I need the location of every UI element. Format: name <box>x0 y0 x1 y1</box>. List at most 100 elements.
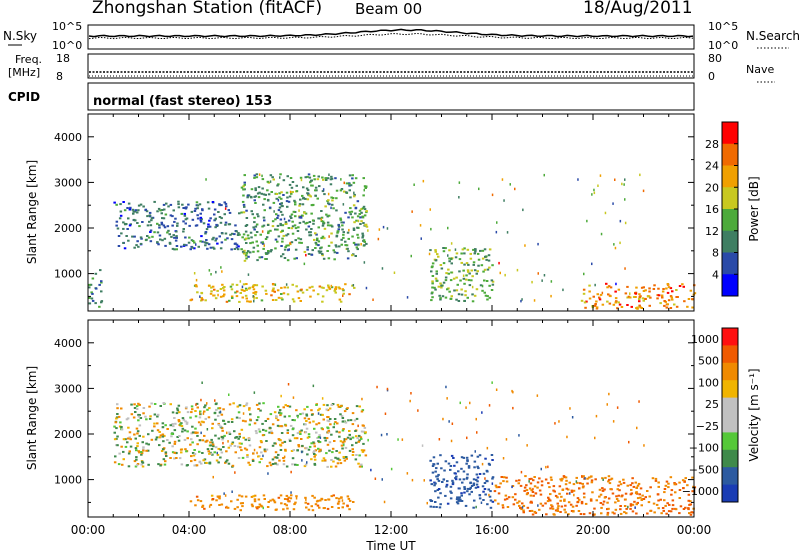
heatmap-cell <box>568 481 571 484</box>
heatmap-cell <box>141 441 144 444</box>
heatmap-cell <box>135 405 139 408</box>
heatmap-cell <box>190 460 193 463</box>
heatmap-cell <box>434 490 437 493</box>
heatmap-cell <box>199 220 203 223</box>
heatmap-cell <box>288 438 291 441</box>
heatmap-cell <box>191 441 194 444</box>
heatmap-cell <box>292 449 295 452</box>
heatmap-cell <box>247 255 250 258</box>
heatmap-cell <box>324 205 327 208</box>
heatmap-cell <box>99 269 102 272</box>
heatmap-cell <box>430 227 432 231</box>
heatmap-cell <box>163 208 166 211</box>
heatmap-cell <box>321 190 325 193</box>
heatmap-cell <box>255 432 258 435</box>
heatmap-cell <box>194 410 197 412</box>
heatmap-cell <box>575 480 578 483</box>
y-tick-label: 3000 <box>54 382 82 395</box>
heatmap-cell <box>315 423 318 426</box>
heatmap-cell <box>299 176 303 179</box>
heatmap-cell <box>363 261 366 264</box>
heatmap-cell <box>342 289 345 292</box>
heatmap-cell <box>303 408 306 411</box>
heatmap-cell <box>601 303 605 306</box>
heatmap-cell <box>390 467 393 471</box>
heatmap-cell <box>274 462 277 465</box>
heatmap-cell <box>266 465 269 468</box>
heatmap-cell <box>314 186 318 189</box>
heatmap-cell <box>448 420 450 423</box>
heatmap-cell <box>353 195 356 198</box>
heatmap-cell <box>173 457 176 460</box>
heatmap-cell <box>248 407 251 410</box>
heatmap-cell <box>268 206 272 209</box>
heatmap-cell <box>158 226 161 229</box>
heatmap-cell <box>145 210 149 213</box>
heatmap-cell <box>341 429 345 432</box>
heatmap-cell <box>280 297 283 300</box>
heatmap-cell <box>462 456 466 459</box>
heatmap-cell <box>333 251 337 254</box>
heatmap-cell <box>437 479 441 482</box>
heatmap-cell <box>134 437 137 440</box>
heatmap-cell <box>566 435 568 439</box>
heatmap-cell <box>639 295 642 298</box>
heatmap-cell <box>518 500 521 503</box>
heatmap-cell <box>606 508 609 511</box>
heatmap-cell <box>263 219 266 222</box>
heatmap-cell <box>312 441 315 444</box>
heatmap-cell <box>310 184 313 187</box>
heatmap-cell <box>282 179 286 182</box>
heatmap-cell <box>118 217 122 220</box>
heatmap-cell <box>280 191 283 194</box>
heatmap-cell <box>478 497 482 500</box>
heatmap-cell <box>458 487 461 490</box>
heatmap-cell <box>272 287 275 290</box>
heatmap-cell <box>155 436 159 439</box>
heatmap-cell <box>565 479 568 482</box>
heatmap-cell <box>361 215 364 218</box>
heatmap-cell <box>324 499 327 501</box>
heatmap-cell <box>313 496 316 499</box>
heatmap-cell <box>113 201 116 204</box>
heatmap-cell <box>242 436 245 439</box>
heatmap-cell <box>333 258 336 261</box>
heatmap-cell <box>559 478 562 481</box>
colorbar-tick-label: 500 <box>698 355 719 368</box>
heatmap-cell <box>520 470 523 474</box>
heatmap-cell <box>229 285 233 288</box>
heatmap-cell <box>665 480 669 483</box>
heatmap-cell <box>321 224 325 227</box>
heatmap-cell <box>220 436 224 438</box>
heatmap-cell <box>216 414 220 417</box>
heatmap-cell <box>332 426 335 429</box>
heatmap-cell <box>342 203 345 206</box>
heatmap-cell <box>289 241 291 245</box>
heatmap-cell <box>297 415 299 419</box>
heatmap-cell <box>619 241 621 245</box>
heatmap-cell <box>543 173 545 177</box>
heatmap-cell <box>251 286 255 288</box>
heatmap-cell <box>537 504 539 507</box>
x-tick-label: 04:00 <box>172 523 207 537</box>
heatmap-cell <box>208 219 211 222</box>
heatmap-cell <box>430 270 433 273</box>
heatmap-cell <box>582 292 586 295</box>
heatmap-cell <box>588 284 591 287</box>
heatmap-cell <box>263 209 266 212</box>
heatmap-cell <box>486 446 489 450</box>
heatmap-cell <box>330 284 333 288</box>
heatmap-cell <box>285 222 288 225</box>
heatmap-cell <box>202 459 205 462</box>
heatmap-cell <box>136 445 139 448</box>
heatmap-cell <box>659 302 662 305</box>
heatmap-cell <box>691 476 694 479</box>
heatmap-cell <box>172 209 175 212</box>
heatmap-cell <box>462 478 466 481</box>
heatmap-cell <box>426 501 428 505</box>
heatmap-cell <box>454 248 457 251</box>
heatmap-cell <box>570 489 574 492</box>
heatmap-cell <box>612 303 616 306</box>
heatmap-cell <box>228 299 231 302</box>
heatmap-cell <box>304 176 307 179</box>
